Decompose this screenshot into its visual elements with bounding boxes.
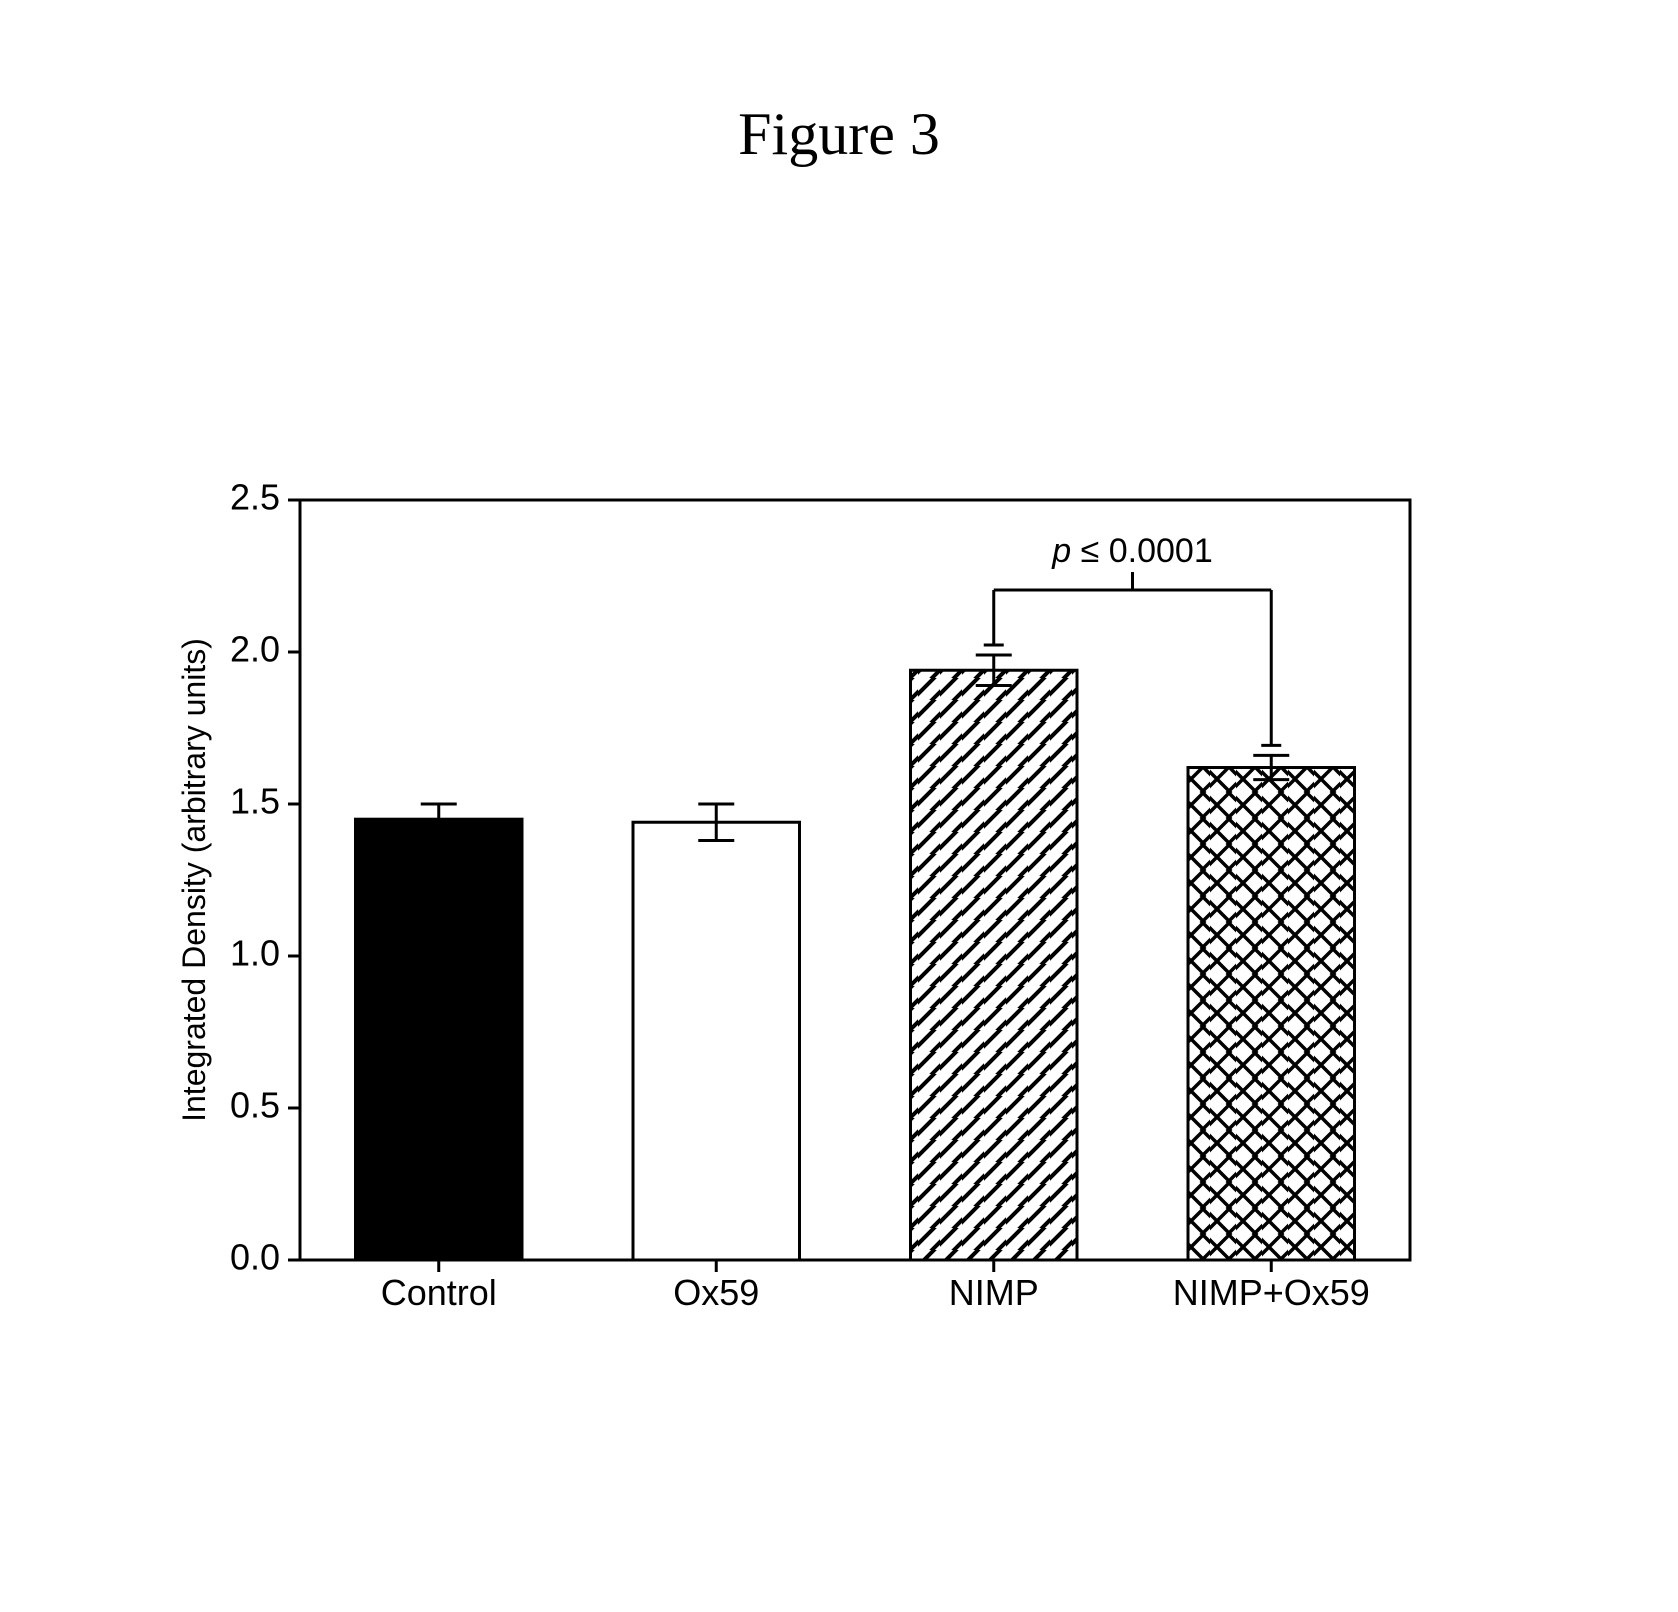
xtick-label: Ox59	[673, 1272, 759, 1313]
ytick-label: 1.5	[230, 781, 280, 822]
page: Figure 3 0.0 0.5 1.0 1.5 2.0 2.5 Integrated De…	[0, 0, 1678, 1612]
ytick-label: 0.0	[230, 1237, 280, 1278]
figure-title: Figure 3	[0, 100, 1678, 169]
xtick-label: NIMP	[949, 1272, 1039, 1313]
ytick-label: 0.5	[230, 1085, 280, 1126]
ytick-label: 2.5	[230, 480, 280, 518]
ytick-label: 2.0	[230, 629, 280, 670]
y-axis-label: Integrated Density (arbitrary units)	[176, 638, 212, 1122]
ytick-label: 1.0	[230, 933, 280, 974]
bar	[911, 670, 1078, 1260]
xtick-label: Control	[381, 1272, 497, 1313]
xtick-label: NIMP+Ox59	[1173, 1272, 1370, 1313]
chart-svg: 0.0 0.5 1.0 1.5 2.0 2.5 Integrated Density (ar…	[170, 480, 1430, 1360]
bar	[633, 822, 800, 1260]
bar-chart: 0.0 0.5 1.0 1.5 2.0 2.5 Integrated Density (ar…	[170, 480, 1430, 1365]
bar	[1188, 768, 1355, 1260]
pvalue-label: p ≤ 0.0001	[1051, 532, 1212, 570]
bar	[356, 819, 523, 1260]
